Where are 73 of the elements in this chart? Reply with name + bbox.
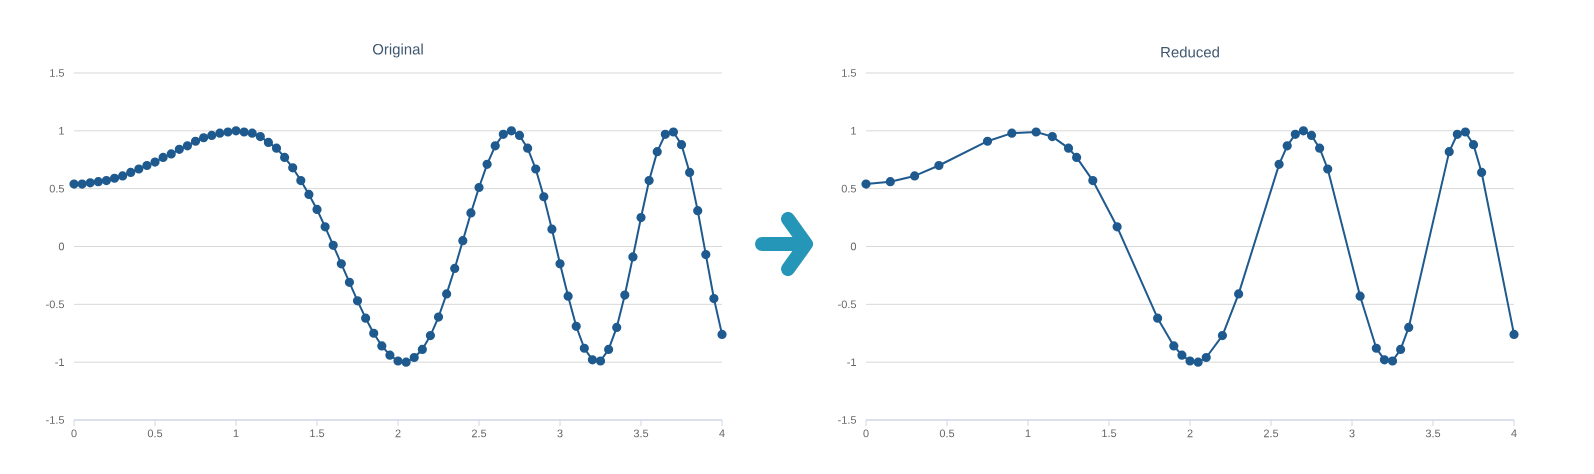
point: [1193, 357, 1203, 367]
point: [1072, 152, 1082, 163]
point: [1217, 330, 1228, 341]
x-tick-label: 3.5: [1425, 429, 1441, 438]
x-tick-label: 2: [1187, 429, 1193, 438]
point: [1315, 143, 1325, 153]
x-tick-label: 0: [863, 429, 869, 438]
x-tick-label: 2.5: [471, 429, 487, 438]
x-tick-label: 1.5: [1102, 429, 1117, 438]
y-tick-label: -1.5: [838, 416, 857, 424]
point: [1185, 356, 1195, 366]
x-tick-label: 4: [1511, 429, 1517, 438]
x-tick-label: 2: [395, 429, 401, 438]
point: [861, 179, 871, 189]
point: [1452, 129, 1462, 139]
x-tick-label: 1: [233, 429, 239, 438]
x-tick-label: 3: [1349, 429, 1355, 438]
point: [1177, 350, 1187, 360]
point: [1355, 291, 1365, 301]
y-tick-label: 0: [850, 242, 857, 251]
x-tick-label: 3: [557, 429, 563, 438]
point: [1153, 313, 1163, 323]
point: [1379, 355, 1390, 365]
x-tick-label: 3.5: [633, 429, 649, 438]
point: [1323, 164, 1333, 174]
y-tick-label: 0.5: [49, 184, 65, 193]
point: [1509, 329, 1519, 339]
point: [1404, 322, 1414, 333]
y-tick-label: -1: [847, 358, 856, 366]
point: [982, 136, 993, 146]
point: [910, 171, 920, 181]
x-tick-label: 1: [1025, 429, 1031, 438]
point: [1396, 344, 1406, 355]
chart-title: Original: [372, 43, 423, 58]
chart-title: Reduced: [1161, 46, 1219, 58]
y-tick-label: -0.5: [46, 300, 65, 309]
point: [1274, 159, 1284, 169]
point: [1444, 147, 1454, 157]
y-tick-label: 0: [58, 242, 65, 251]
point: [1290, 129, 1300, 139]
point: [1088, 175, 1098, 186]
point: [1047, 132, 1057, 142]
point: [1031, 127, 1041, 137]
point: [1169, 341, 1179, 351]
point: [1298, 126, 1309, 136]
y-tick-label: 1: [851, 127, 856, 135]
y-tick-label: 1.5: [50, 69, 65, 77]
y-tick-label: -1: [55, 358, 64, 366]
y-tick-label: 1: [59, 127, 64, 135]
point: [1306, 130, 1317, 141]
y-tick-label: -1.5: [46, 416, 65, 424]
point: [1112, 222, 1122, 232]
x-tick-label: 0.5: [147, 429, 163, 438]
point: [1387, 356, 1398, 366]
point: [934, 160, 944, 171]
point: [1371, 343, 1381, 353]
point: [1007, 128, 1017, 138]
y-tick-label: -0.5: [838, 300, 857, 309]
point: [1468, 140, 1479, 150]
point: [1063, 143, 1074, 153]
y-tick-label: 0.5: [841, 184, 857, 193]
x-tick-label: 0: [71, 429, 77, 438]
point: [1201, 352, 1211, 363]
y-tick-label: 1.5: [842, 69, 857, 77]
x-tick-label: 1.5: [310, 429, 325, 438]
point: [1460, 127, 1471, 137]
x-tick-label: 4: [719, 429, 725, 438]
point: [885, 177, 895, 187]
point: [1282, 141, 1292, 151]
x-tick-label: 0.5: [939, 429, 955, 438]
point: [1234, 289, 1244, 299]
x-tick-label: 2.5: [1263, 429, 1279, 438]
point: [1477, 167, 1487, 178]
